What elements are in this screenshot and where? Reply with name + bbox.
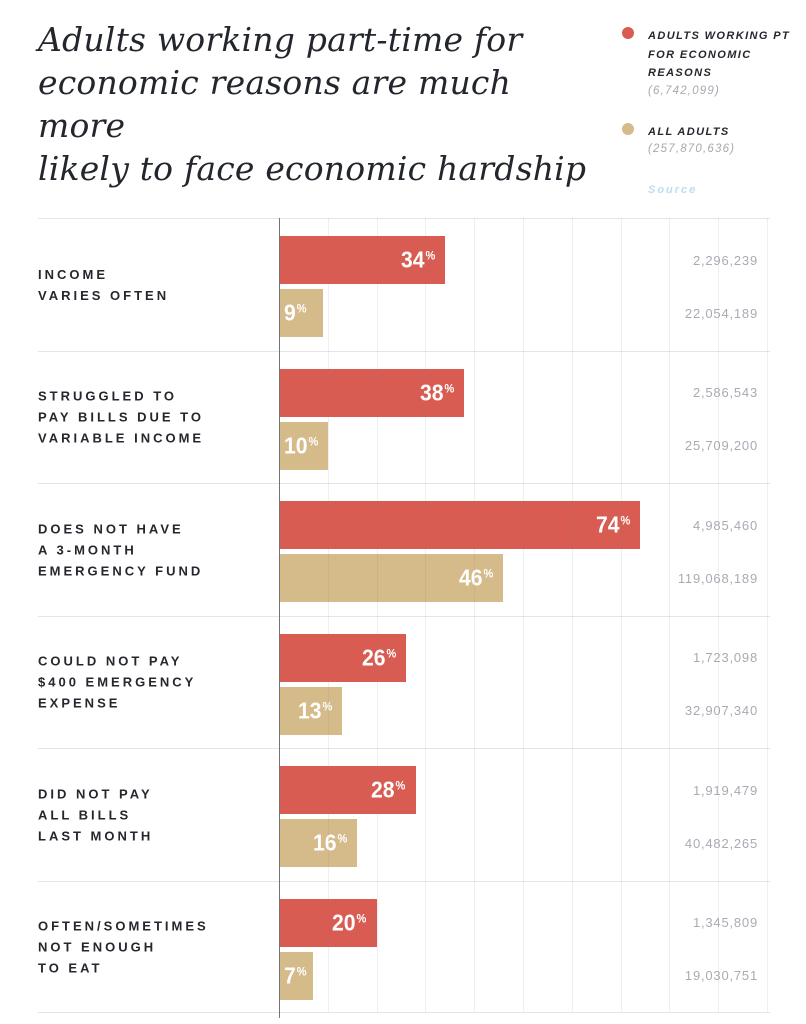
category-label: STRUGGLED TO PAY BILLS DUE TO VARIABLE INC… — [38, 388, 205, 446]
count-pt-economic-reasons: 2,586,543 — [692, 385, 758, 400]
category-label: OFTEN/SOMETIMES NOT ENOUGH TO EAT — [38, 918, 209, 976]
bar-percent-label: 16% — [312, 829, 348, 856]
bar-all-adults: 13% — [279, 686, 343, 735]
legend-dot-tan-icon — [622, 122, 634, 135]
legend-count-pt-economic: (6,742,099) — [648, 84, 721, 97]
chart-rows: INCOME VARIES OFTEN 34% 9% 2,296,239 22,0… — [38, 218, 770, 1013]
title-line: likely to face economic hardship — [38, 149, 587, 188]
bar-percent-label: 74% — [595, 511, 631, 538]
chart-row: DID NOT PAY ALL BILLS LAST MONTH 28% 16% 1… — [38, 748, 770, 881]
count-pt-economic-reasons: 4,985,460 — [692, 517, 758, 533]
chart-row: STRUGGLED TO PAY BILLS DUE TO VARIABLE INC… — [38, 350, 770, 484]
title-line: economic reasons are much more — [38, 63, 512, 145]
bar-pt-economic-reasons: 74% — [279, 501, 641, 549]
bar-percent-label: 26% — [361, 644, 396, 670]
title-line: Adults working part-time for — [38, 20, 523, 59]
chart-row: INCOME VARIES OFTEN 34% 9% 2,296,239 22,0… — [38, 218, 770, 351]
legend-count-all-adults: (257,870,636) — [648, 143, 736, 155]
count-all-adults: 25,709,200 — [684, 438, 758, 453]
bar-percent-label: 34% — [400, 246, 435, 273]
bar-all-adults: 10% — [279, 421, 328, 470]
legend: Adults working PT for economic reasons (… — [622, 26, 797, 198]
source-link[interactable]: Source — [648, 184, 698, 196]
legend-dot-red-icon — [622, 27, 634, 39]
bar-percent-label: 7% — [284, 962, 307, 988]
chart-row: OFTEN/SOMETIMES NOT ENOUGH TO EAT 20% 7% 1… — [38, 880, 770, 1014]
bar-pt-economic-reasons: 28% — [279, 766, 416, 814]
legend-text: All adults (257,870,636) — [648, 122, 735, 159]
bar-pt-economic-reasons: 26% — [279, 633, 406, 682]
category-label: COULD NOT PAY $400 EMERGENCY EXPENSE — [38, 653, 197, 711]
bar-all-adults: 7% — [279, 951, 314, 1000]
axis-baseline — [279, 218, 280, 1018]
bar-all-adults: 46% — [279, 554, 504, 602]
count-pt-economic-reasons: 1,919,479 — [692, 782, 758, 798]
category-label: DOES NOT HAVE A 3-MONTH EMERGENCY FUND — [38, 521, 204, 579]
bar-all-adults: 9% — [279, 289, 323, 337]
bar-percent-label: 28% — [371, 776, 406, 803]
legend-item-pt-economic: Adults working PT for economic reasons (… — [622, 26, 797, 100]
bar-chart: INCOME VARIES OFTEN 34% 9% 2,296,239 22,0… — [38, 218, 770, 1018]
bar-percent-label: 46% — [459, 564, 494, 591]
legend-label-all-adults: All adults — [648, 125, 730, 138]
count-pt-economic-reasons: 1,345,809 — [692, 915, 758, 930]
legend-item-all-adults: All adults (257,870,636) — [622, 122, 797, 159]
count-all-adults: 32,907,340 — [684, 703, 758, 718]
chart-row: DOES NOT HAVE A 3-MONTH EMERGENCY FUND 74%… — [38, 483, 770, 616]
bar-percent-label: 38% — [420, 379, 455, 405]
category-label: DID NOT PAY ALL BILLS LAST MONTH — [38, 786, 154, 844]
bar-percent-label: 13% — [298, 697, 333, 723]
page-title: Adults working part-time for economic re… — [38, 18, 603, 190]
count-all-adults: 119,068,189 — [677, 570, 758, 586]
legend-label-pt-economic: Adults working PT for economic reasons — [648, 30, 791, 79]
count-all-adults: 22,054,189 — [684, 305, 758, 321]
bar-pt-economic-reasons: 34% — [279, 236, 445, 284]
legend-text: Adults working PT for economic reasons (… — [648, 26, 797, 100]
count-pt-economic-reasons: 1,723,098 — [692, 650, 758, 665]
chart-row: COULD NOT PAY $400 EMERGENCY EXPENSE 26% 1… — [38, 615, 770, 749]
count-all-adults: 40,482,265 — [684, 835, 758, 851]
bar-percent-label: 9% — [284, 299, 307, 326]
bar-percent-label: 20% — [332, 909, 367, 935]
bar-all-adults: 16% — [279, 819, 358, 867]
count-pt-economic-reasons: 2,296,239 — [692, 252, 758, 268]
count-all-adults: 19,030,751 — [684, 968, 758, 983]
bar-percent-label: 10% — [284, 432, 319, 458]
bar-pt-economic-reasons: 20% — [279, 898, 377, 947]
bar-pt-economic-reasons: 38% — [279, 368, 465, 417]
category-label: INCOME VARIES OFTEN — [38, 266, 170, 303]
